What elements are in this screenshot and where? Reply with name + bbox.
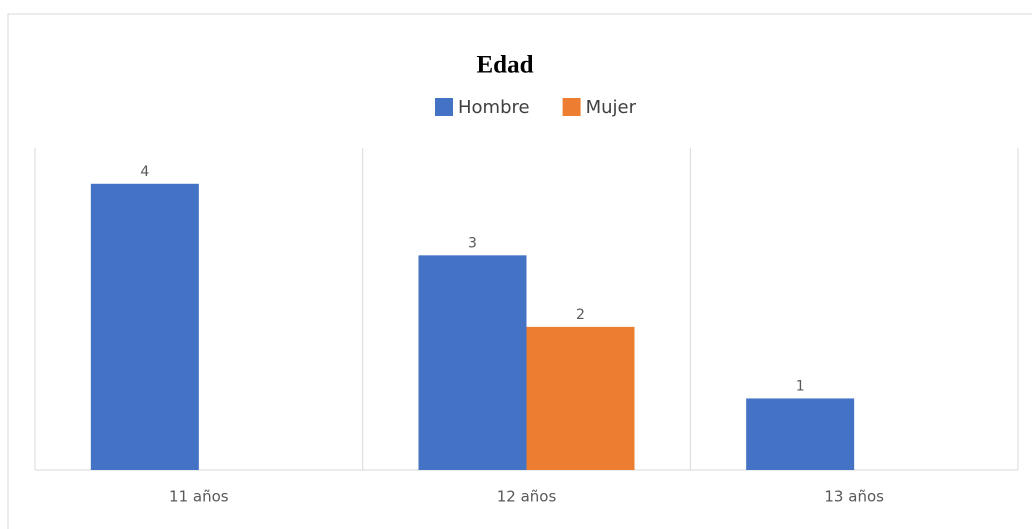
bar xyxy=(90,183,199,470)
x-tick-label: 11 años xyxy=(169,488,229,506)
data-label: 3 xyxy=(468,235,477,251)
legend-swatch xyxy=(435,98,453,116)
bar xyxy=(746,398,855,470)
legend-label: Mujer xyxy=(586,97,637,118)
legend-label: Hombre xyxy=(458,97,530,118)
chart-title: Edad xyxy=(477,52,534,79)
bar xyxy=(526,326,635,470)
data-label: 4 xyxy=(140,164,149,180)
x-tick-label: 13 años xyxy=(824,488,884,506)
data-label: 2 xyxy=(576,307,585,323)
legend-swatch xyxy=(562,98,581,116)
data-label: 1 xyxy=(796,378,805,394)
x-tick-label: 12 años xyxy=(497,488,557,506)
bar xyxy=(418,255,527,470)
